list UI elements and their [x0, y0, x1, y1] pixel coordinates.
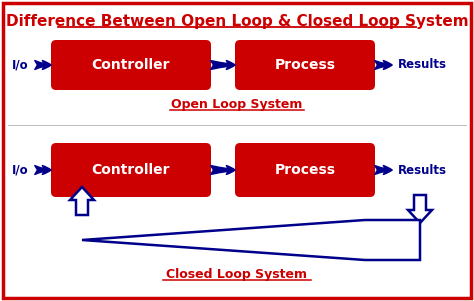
Text: Closed Loop System: Closed Loop System	[166, 268, 308, 281]
Text: Controller: Controller	[92, 163, 170, 177]
FancyArrow shape	[70, 187, 94, 215]
Text: Process: Process	[274, 58, 336, 72]
FancyBboxPatch shape	[235, 40, 375, 90]
Text: Controller: Controller	[92, 58, 170, 72]
FancyBboxPatch shape	[235, 143, 375, 197]
Text: I/o: I/o	[12, 58, 28, 72]
Polygon shape	[82, 220, 420, 260]
Text: I/o: I/o	[12, 163, 28, 176]
Text: Results: Results	[398, 58, 447, 72]
FancyBboxPatch shape	[51, 143, 211, 197]
Text: Open Loop System: Open Loop System	[171, 98, 303, 111]
FancyBboxPatch shape	[3, 3, 471, 298]
FancyBboxPatch shape	[51, 40, 211, 90]
FancyArrow shape	[408, 195, 432, 223]
Text: Results: Results	[398, 163, 447, 176]
Text: Difference Between Open Loop & Closed Loop System: Difference Between Open Loop & Closed Lo…	[6, 14, 468, 29]
Text: Process: Process	[274, 163, 336, 177]
